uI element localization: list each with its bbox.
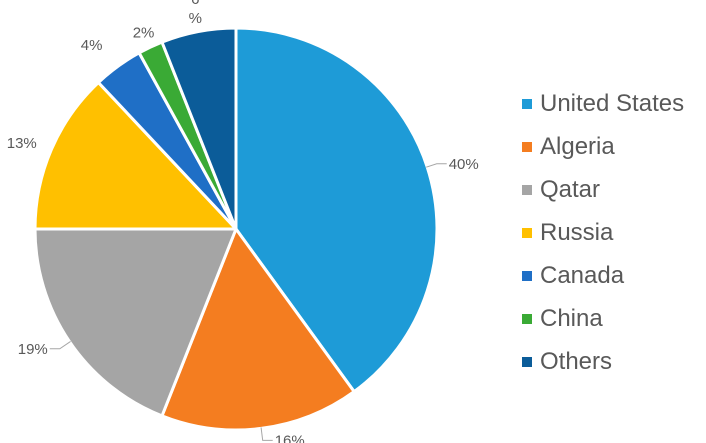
- legend-swatch-algeria: [522, 141, 532, 152]
- legend-item-qatar: Qatar: [522, 168, 684, 211]
- pie-slice-russia: [33, 80, 238, 231]
- legend-label-united-states: United States: [540, 89, 685, 117]
- leader-line-united-states: [426, 163, 447, 168]
- legend-swatch-canada: [522, 270, 532, 281]
- legend-item-algeria: Algeria: [522, 125, 684, 168]
- data-label-canada: 4%: [81, 37, 103, 54]
- legend-label-canada: Canada: [540, 261, 625, 289]
- data-label-russia: 13%: [7, 135, 37, 152]
- legend-swatch-united-states: [522, 98, 532, 109]
- chart-legend: United States Algeria Qatar Russia Canada Chi…: [522, 82, 684, 383]
- pie-slice-others: [160, 26, 238, 231]
- legend-item-others: Others: [522, 340, 684, 383]
- legend-item-china: China: [522, 297, 684, 340]
- legend-swatch-china: [522, 313, 532, 324]
- legend-item-canada: Canada: [522, 254, 684, 297]
- leader-line-qatar: [49, 341, 71, 350]
- legend-swatch-others: [522, 356, 532, 367]
- pie-slices: [33, 26, 439, 432]
- legend-label-qatar: Qatar: [540, 175, 601, 203]
- legend-label-algeria: Algeria: [540, 132, 615, 160]
- leader-line-algeria: [260, 427, 273, 441]
- data-label-china: 2%: [133, 25, 155, 42]
- data-labels: 40% 16% 19% 13% 4% 2% 6%: [7, 0, 479, 443]
- data-label-united-states: 40%: [449, 156, 479, 173]
- legend-label-china: China: [540, 304, 603, 332]
- legend-item-russia: Russia: [522, 211, 684, 254]
- data-label-algeria: 16%: [275, 432, 305, 443]
- data-label-qatar: 19%: [18, 341, 48, 358]
- legend-item-united-states: United States: [522, 82, 684, 125]
- legend-label-russia: Russia: [540, 218, 614, 246]
- legend-swatch-russia: [522, 227, 532, 238]
- data-label-others: 6%: [189, 0, 202, 27]
- leader-lines: [49, 163, 447, 441]
- legend-swatch-qatar: [522, 184, 532, 195]
- legend-label-others: Others: [540, 347, 613, 375]
